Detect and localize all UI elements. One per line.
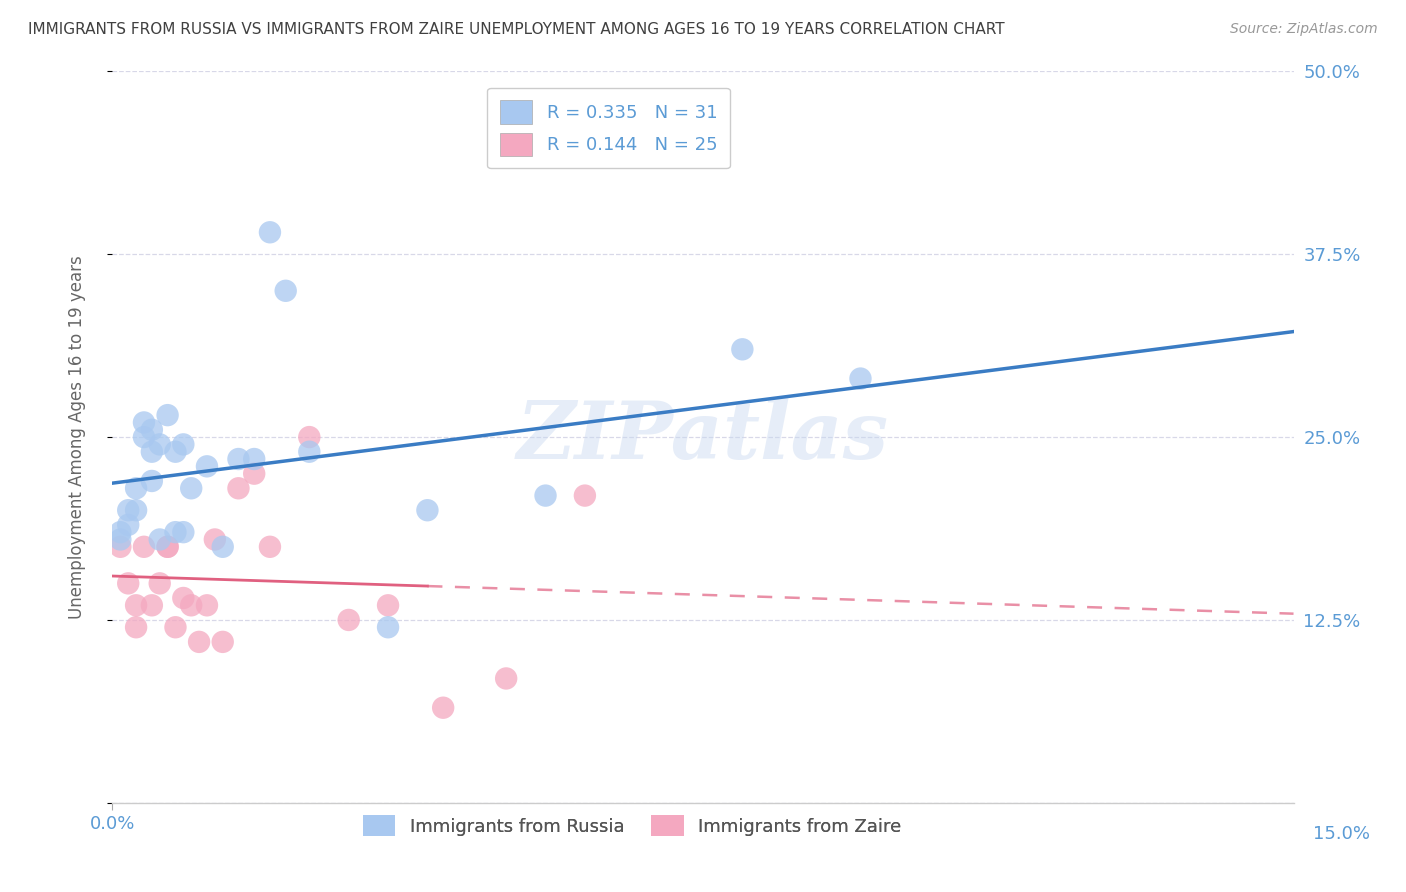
Point	[274, 284, 297, 298]
Point	[259, 225, 281, 239]
Point	[180, 599, 202, 613]
Point	[731, 343, 754, 357]
Y-axis label: Unemployment Among Ages 16 to 19 years: Unemployment Among Ages 16 to 19 years	[67, 255, 86, 619]
Point	[211, 540, 233, 554]
Point	[165, 444, 187, 458]
Point	[117, 576, 139, 591]
Point	[337, 613, 360, 627]
Point	[125, 481, 148, 495]
Point	[172, 591, 194, 605]
Point	[141, 423, 163, 437]
Point	[156, 408, 179, 422]
Point	[156, 540, 179, 554]
Point	[125, 503, 148, 517]
Point	[125, 620, 148, 634]
Point	[534, 489, 557, 503]
Point	[132, 430, 155, 444]
Point	[228, 452, 250, 467]
Point	[495, 672, 517, 686]
Point	[141, 599, 163, 613]
Point	[110, 525, 132, 540]
Point	[132, 540, 155, 554]
Point	[298, 444, 321, 458]
Point	[195, 459, 218, 474]
Point	[377, 599, 399, 613]
Point	[125, 599, 148, 613]
Point	[849, 371, 872, 385]
Point	[180, 481, 202, 495]
Point	[117, 517, 139, 532]
Text: ZIPatlas: ZIPatlas	[517, 399, 889, 475]
Point	[117, 503, 139, 517]
Point	[243, 467, 266, 481]
Point	[243, 452, 266, 467]
Point	[141, 474, 163, 488]
Point	[165, 620, 187, 634]
Point	[141, 444, 163, 458]
Text: IMMIGRANTS FROM RUSSIA VS IMMIGRANTS FROM ZAIRE UNEMPLOYMENT AMONG AGES 16 TO 19: IMMIGRANTS FROM RUSSIA VS IMMIGRANTS FRO…	[28, 22, 1005, 37]
Legend: Immigrants from Russia, Immigrants from Zaire: Immigrants from Russia, Immigrants from …	[354, 806, 911, 845]
Point	[574, 489, 596, 503]
Point	[156, 540, 179, 554]
Point	[259, 540, 281, 554]
Point	[188, 635, 211, 649]
Point	[149, 437, 172, 451]
Point	[132, 416, 155, 430]
Point	[228, 481, 250, 495]
Point	[377, 620, 399, 634]
Point	[298, 430, 321, 444]
Point	[149, 576, 172, 591]
Point	[110, 533, 132, 547]
Text: 15.0%: 15.0%	[1313, 825, 1371, 843]
Point	[416, 503, 439, 517]
Point	[204, 533, 226, 547]
Text: Source: ZipAtlas.com: Source: ZipAtlas.com	[1230, 22, 1378, 37]
Point	[432, 700, 454, 714]
Point	[149, 533, 172, 547]
Point	[172, 437, 194, 451]
Point	[172, 525, 194, 540]
Point	[211, 635, 233, 649]
Point	[165, 525, 187, 540]
Point	[195, 599, 218, 613]
Point	[110, 540, 132, 554]
